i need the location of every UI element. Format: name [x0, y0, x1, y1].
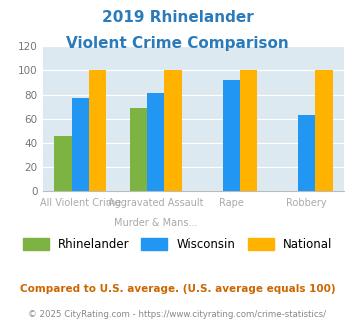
- Text: All Violent Crime: All Violent Crime: [40, 198, 121, 208]
- Text: 2019 Rhinelander: 2019 Rhinelander: [102, 10, 253, 25]
- Bar: [223, 80, 240, 191]
- Bar: [89, 70, 106, 191]
- Legend: Rhinelander, Wisconsin, National: Rhinelander, Wisconsin, National: [18, 234, 337, 256]
- Text: Murder & Mans...: Murder & Mans...: [114, 218, 197, 228]
- Bar: [72, 98, 89, 191]
- Bar: [164, 70, 182, 191]
- Bar: [298, 115, 315, 191]
- Text: Robbery: Robbery: [286, 198, 327, 208]
- Text: Compared to U.S. average. (U.S. average equals 100): Compared to U.S. average. (U.S. average …: [20, 284, 335, 294]
- Bar: [315, 70, 333, 191]
- Text: Rape: Rape: [219, 198, 244, 208]
- Text: © 2025 CityRating.com - https://www.cityrating.com/crime-statistics/: © 2025 CityRating.com - https://www.city…: [28, 310, 327, 319]
- Text: Violent Crime Comparison: Violent Crime Comparison: [66, 36, 289, 51]
- Bar: [240, 70, 257, 191]
- Bar: [147, 93, 164, 191]
- Bar: [130, 108, 147, 191]
- Bar: [54, 136, 72, 191]
- Text: Aggravated Assault: Aggravated Assault: [108, 198, 203, 208]
